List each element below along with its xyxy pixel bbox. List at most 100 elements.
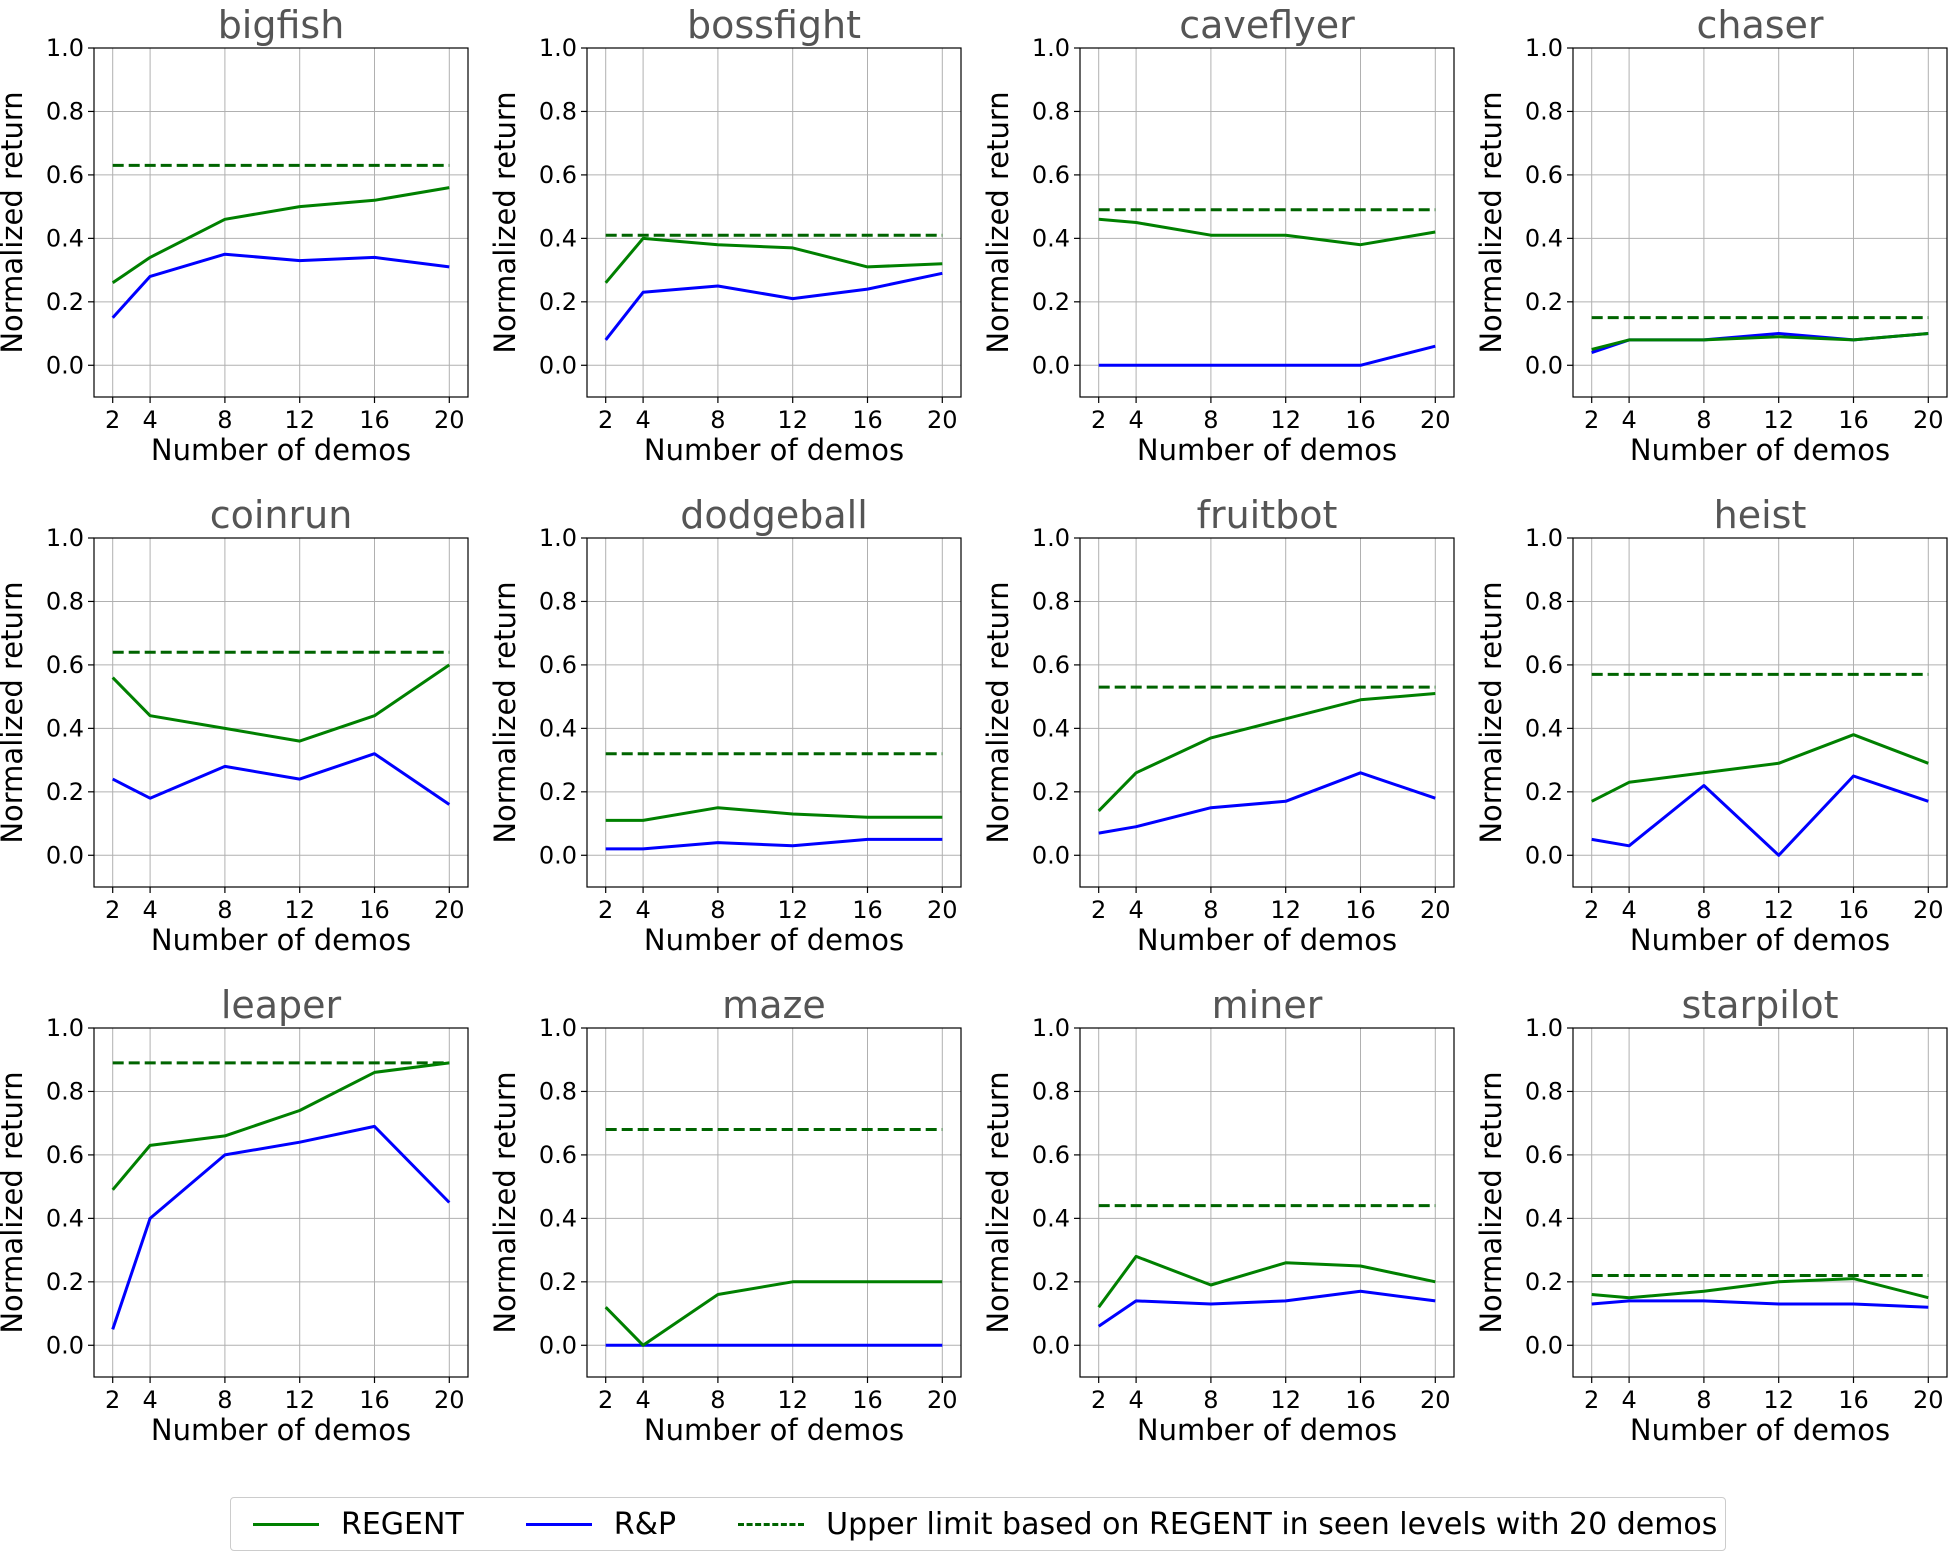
y-axis-label: Normalized return <box>981 1071 1015 1333</box>
series-group <box>1591 1273 1929 1309</box>
ytick-label-0.4: 0.4 <box>1032 224 1070 252</box>
xtick-label-12: 12 <box>1270 406 1301 434</box>
ytick-label-0.8: 0.8 <box>539 587 577 615</box>
y-axis-label: Normalized return <box>1474 581 1508 843</box>
panel-title: starpilot <box>1682 983 1839 1027</box>
x-axis-label: Number of demos <box>1137 923 1397 957</box>
axes-frame <box>586 47 962 398</box>
xtick-label-2: 2 <box>598 406 613 434</box>
ytick-label-0.6: 0.6 <box>46 651 84 679</box>
y-axis-label: Normalized return <box>0 581 29 843</box>
series-rp <box>111 252 450 319</box>
legend-label-upper: Upper limit based on REGENT in seen leve… <box>826 1506 1718 1542</box>
xtick-label-4: 4 <box>635 406 650 434</box>
xtick-label-16: 16 <box>1345 1386 1376 1414</box>
xtick-label-12: 12 <box>777 896 808 924</box>
xtick-label-4: 4 <box>1128 406 1143 434</box>
series-regent <box>1591 332 1929 351</box>
panel-title: leaper <box>221 983 342 1027</box>
legend-label-rp: R&P <box>613 1506 677 1542</box>
xtick-label-16: 16 <box>852 406 883 434</box>
panel-chaser: 2 4 8 12 16 20 0.0 0.2 0.4 0.6 0.8 1.0 Number of dem… <box>1474 3 1948 467</box>
xtick-label-2: 2 <box>1091 896 1106 924</box>
ytick-label-0.2: 0.2 <box>539 288 577 316</box>
ytick-label-0.8: 0.8 <box>46 97 84 125</box>
xtick-label-4: 4 <box>1621 1386 1636 1414</box>
y-axis-label: Normalized return <box>488 581 522 843</box>
x-axis-label: Number of demos <box>644 923 904 957</box>
ytick-label-0.2: 0.2 <box>46 778 84 806</box>
ytick-label-0.6: 0.6 <box>539 651 577 679</box>
ytick-label-0.4: 0.4 <box>46 1204 84 1232</box>
xtick-label-8: 8 <box>1203 406 1218 434</box>
ytick-label-0.4: 0.4 <box>539 714 577 742</box>
series-regent <box>1098 217 1436 247</box>
xtick-label-4: 4 <box>1621 406 1636 434</box>
xtick-label-4: 4 <box>1128 1386 1143 1414</box>
ytick-label-0.2: 0.2 <box>1032 778 1070 806</box>
axes-frame <box>1079 47 1455 398</box>
xtick-label-20: 20 <box>1913 406 1944 434</box>
panel-maze: 2 4 8 12 16 20 0.0 0.2 0.4 0.6 0.8 1.0 Number of dem… <box>488 983 962 1447</box>
xtick-label-4: 4 <box>635 1386 650 1414</box>
series-rp <box>1591 774 1929 857</box>
ytick-label-1.0: 1.0 <box>1032 524 1070 552</box>
xtick-label-12: 12 <box>284 1386 315 1414</box>
ytick-label-1.0: 1.0 <box>46 34 84 62</box>
legend: REGENT R&P Upper limit based on REGENT i… <box>230 1497 1726 1551</box>
legend-entry-rp: R&P <box>512 1507 676 1542</box>
xtick-label-2: 2 <box>1584 1386 1599 1414</box>
ytick-label-1.0: 1.0 <box>1525 1014 1563 1042</box>
ytick-label-0.4: 0.4 <box>1525 714 1563 742</box>
x-axis-label: Number of demos <box>151 433 411 467</box>
xtick-label-12: 12 <box>1270 1386 1301 1414</box>
panel-title: chaser <box>1696 3 1823 47</box>
ytick-label-0.0: 0.0 <box>1032 351 1070 379</box>
y-axis-label: Normalized return <box>488 1071 522 1333</box>
xtick-label-12: 12 <box>1763 1386 1794 1414</box>
series-group <box>605 752 943 851</box>
axes-frame <box>1079 1027 1455 1378</box>
xtick-label-16: 16 <box>1838 406 1869 434</box>
panel-title: dodgeball <box>680 493 868 537</box>
xtick-label-20: 20 <box>927 1386 958 1414</box>
panel-starpilot: 2 4 8 12 16 20 0.0 0.2 0.4 0.6 0.8 1.0 Number of dem… <box>1474 983 1948 1447</box>
ytick-label-1.0: 1.0 <box>1525 34 1563 62</box>
panel-coinrun: 2 4 8 12 16 20 0.0 0.2 0.4 0.6 0.8 1.0 Number of dem… <box>0 493 469 957</box>
xtick-label-2: 2 <box>105 1386 120 1414</box>
axes-frame <box>93 1027 469 1378</box>
series-group <box>111 163 450 319</box>
series-group <box>1591 316 1929 355</box>
ytick-label-0.2: 0.2 <box>1032 288 1070 316</box>
series-group <box>1097 1204 1436 1328</box>
ytick-label-0.8: 0.8 <box>46 1077 84 1105</box>
ytick-label-0.6: 0.6 <box>1032 1141 1070 1169</box>
ytick-label-0.4: 0.4 <box>539 1204 577 1232</box>
panel-title: heist <box>1714 493 1807 537</box>
ytick-label-0.2: 0.2 <box>539 1268 577 1296</box>
ytick-label-0.8: 0.8 <box>1032 97 1070 125</box>
y-axis-label: Normalized return <box>981 91 1015 353</box>
legend-entry-upper: Upper limit based on REGENT in seen leve… <box>724 1507 1717 1542</box>
xtick-label-16: 16 <box>1838 896 1869 924</box>
xtick-label-2: 2 <box>1091 406 1106 434</box>
ytick-label-0.8: 0.8 <box>1525 1077 1563 1105</box>
ytick-label-0.2: 0.2 <box>539 778 577 806</box>
xtick-label-8: 8 <box>710 406 725 434</box>
xtick-label-4: 4 <box>635 896 650 924</box>
panel-bossfight: 2 4 8 12 16 20 0.0 0.2 0.4 0.6 0.8 1.0 Number of dem… <box>488 3 962 467</box>
xtick-label-2: 2 <box>105 896 120 924</box>
ytick-label-0.8: 0.8 <box>539 1077 577 1105</box>
series-rp <box>1098 771 1436 835</box>
xtick-label-2: 2 <box>598 1386 613 1414</box>
xtick-label-8: 8 <box>217 406 232 434</box>
xtick-label-8: 8 <box>710 896 725 924</box>
series-rp <box>1098 344 1436 367</box>
panel-heist: 2 4 8 12 16 20 0.0 0.2 0.4 0.6 0.8 1.0 Number of dem… <box>1474 493 1948 957</box>
axes-frame <box>586 1027 962 1378</box>
xtick-label-12: 12 <box>1763 406 1794 434</box>
xtick-label-2: 2 <box>105 406 120 434</box>
xtick-label-16: 16 <box>359 896 390 924</box>
panel-fruitbot: 2 4 8 12 16 20 0.0 0.2 0.4 0.6 0.8 1.0 Number of dem… <box>981 493 1455 957</box>
ytick-label-0.8: 0.8 <box>1525 97 1563 125</box>
